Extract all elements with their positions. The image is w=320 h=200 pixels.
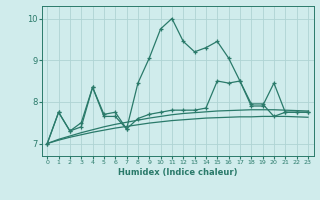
X-axis label: Humidex (Indice chaleur): Humidex (Indice chaleur): [118, 168, 237, 177]
